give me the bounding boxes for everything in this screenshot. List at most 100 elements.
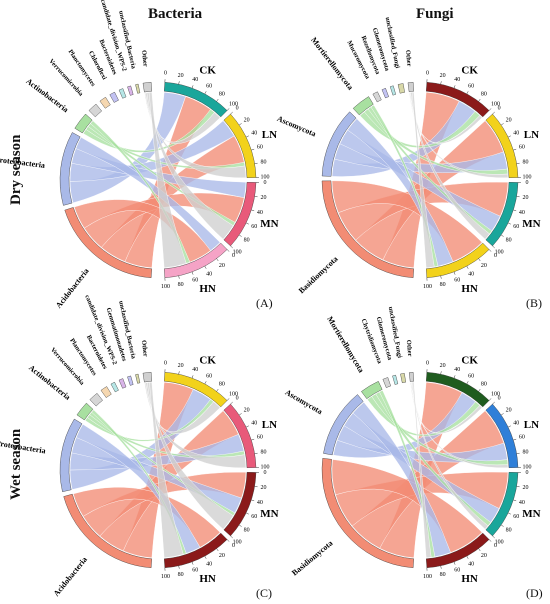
sample-label-mn: MN xyxy=(522,218,540,230)
chord-diagram-d: CK 0 20 40 60 80 100 LN 0 20 40 60 80 100 MN 0 20 40 60 80 1… xyxy=(284,306,541,600)
tick-mark xyxy=(478,388,481,392)
ribbon-ln-other xyxy=(410,382,509,469)
taxon-arc-actinobacteria xyxy=(74,113,93,134)
taxon-arc-unclassified-bacteria xyxy=(135,373,141,384)
tick-label: 20 xyxy=(178,73,184,79)
tick-mark xyxy=(466,91,469,95)
taxon-label-other: Other xyxy=(404,50,413,67)
tick-label: 0 xyxy=(263,470,266,476)
tick-label: 100 xyxy=(522,465,531,471)
panel-b-letter: (B) xyxy=(526,296,542,310)
tick-label: 0 xyxy=(236,105,239,111)
tick-mark xyxy=(246,135,249,138)
taxon-arc-other xyxy=(407,82,414,92)
sample-label-ck: CK xyxy=(461,64,478,76)
tick-mark xyxy=(239,413,242,416)
tick-mark xyxy=(204,555,207,559)
tick-mark xyxy=(226,249,230,252)
tick-label: 80 xyxy=(506,237,512,243)
tick-mark xyxy=(204,265,207,269)
tick-mark xyxy=(513,438,517,441)
tick-mark xyxy=(216,258,219,262)
ribbon-ln-other xyxy=(145,92,247,179)
tick-mark xyxy=(226,108,230,111)
tick-label: 40 xyxy=(468,561,474,567)
taxon-arc-glomeromycota xyxy=(389,85,396,96)
tick-label: 80 xyxy=(244,237,250,243)
tick-label: 80 xyxy=(523,450,529,456)
taxon-arc-candidate-division-wps-2 xyxy=(127,85,134,96)
tick-mark xyxy=(239,234,242,237)
panel-d-letter: (D) xyxy=(526,586,543,600)
tick-label: 60 xyxy=(257,435,263,441)
tick-label: 40 xyxy=(206,561,212,567)
tick-mark xyxy=(239,524,242,527)
tick-mark xyxy=(230,401,233,405)
tick-mark xyxy=(492,401,495,405)
tick-label: 20 xyxy=(244,117,250,123)
taxon-label-other: Other xyxy=(405,340,413,357)
taxon-arc-verrucomicrobia xyxy=(89,392,103,407)
tick-mark xyxy=(191,375,194,379)
tick-label: 60 xyxy=(454,568,460,574)
sample-arc-ck xyxy=(426,372,490,408)
tick-mark xyxy=(513,148,517,151)
tick-label: 0 xyxy=(426,71,429,77)
tick-label: 40 xyxy=(251,421,257,427)
tick-mark xyxy=(501,234,504,237)
tick-mark xyxy=(204,91,207,95)
tick-label: 60 xyxy=(206,83,212,89)
tick-mark xyxy=(440,565,442,569)
tick-label: 40 xyxy=(454,367,460,373)
tick-label: 40 xyxy=(206,271,212,277)
tick-label: 80 xyxy=(178,572,184,578)
sample-arc-hn xyxy=(164,242,228,278)
tick-mark xyxy=(501,123,504,126)
taxon-arc-acidobacteria xyxy=(64,207,152,278)
tick-label: 80 xyxy=(219,92,225,98)
taxon-arc-mortierellomycota xyxy=(352,96,374,116)
tick-label: 0 xyxy=(164,71,167,77)
ribbon-ln-other xyxy=(409,92,509,179)
tick-label: 80 xyxy=(523,160,529,166)
tick-mark xyxy=(508,135,511,138)
sample-label-mn: MN xyxy=(260,508,278,520)
ribbon-hn-other xyxy=(148,92,187,268)
tick-label: 100 xyxy=(423,284,432,290)
tick-mark xyxy=(453,375,456,379)
tick-mark xyxy=(466,381,469,385)
sample-label-hn: HN xyxy=(461,573,478,585)
tick-mark xyxy=(488,249,492,252)
taxon-label-actinobacteria: Actinobacteria xyxy=(24,77,70,115)
tick-label: 60 xyxy=(468,373,474,379)
tick-label: 20 xyxy=(178,363,184,369)
tick-mark xyxy=(226,398,230,401)
tick-label: 80 xyxy=(506,527,512,533)
taxon-arc-mortierellomycota xyxy=(361,381,383,399)
ribbon-mn-other xyxy=(410,92,490,240)
sample-label-hn: HN xyxy=(199,573,216,585)
sample-label-ck: CK xyxy=(199,64,216,76)
tick-label: 0 xyxy=(426,361,429,367)
tick-mark xyxy=(492,245,495,249)
tick-mark xyxy=(230,245,233,249)
tick-mark xyxy=(516,162,520,164)
tick-label: 60 xyxy=(519,435,525,441)
tick-mark xyxy=(204,381,207,385)
tick-mark xyxy=(488,539,492,542)
ribbon-mn-other xyxy=(146,92,234,240)
tick-label: 60 xyxy=(519,145,525,151)
taxon-arc-planctomycetes xyxy=(100,386,112,398)
taxon-arc-verrucomicrobia xyxy=(88,103,103,118)
tick-label: 60 xyxy=(192,278,198,284)
tick-mark xyxy=(191,271,194,275)
tick-mark xyxy=(492,535,495,539)
tick-mark xyxy=(246,222,249,225)
tick-mark xyxy=(251,499,255,502)
tick-label: 80 xyxy=(261,160,267,166)
taxon-label-acidobacteria: Acidobacteria xyxy=(52,555,89,598)
taxon-arc-chloroflexi xyxy=(109,91,119,103)
ribbon-mn-other xyxy=(147,382,234,530)
tick-label: 0 xyxy=(498,395,501,401)
chord-diagram-a: CK 0 20 40 60 80 100 LN 0 20 40 60 80 100 MN 0 20 40 60 80 1… xyxy=(0,0,279,310)
